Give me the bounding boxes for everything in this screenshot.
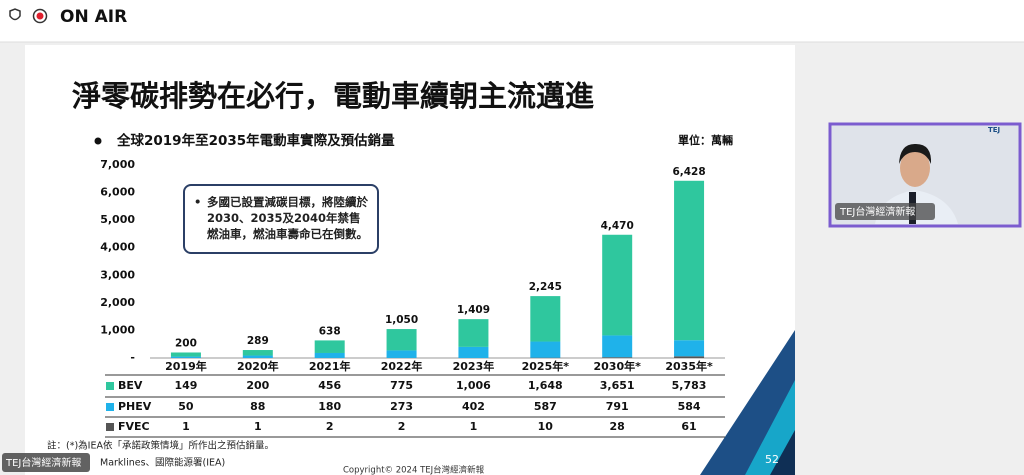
table-cell: 180 — [318, 400, 341, 413]
y-tick-label: 6,000 — [100, 186, 135, 199]
bar-segment — [602, 234, 633, 336]
bar-segment — [602, 335, 633, 358]
slide-decoration — [745, 380, 795, 475]
x-tick-label: 2025年* — [522, 359, 570, 373]
table-cell: 1 — [254, 420, 262, 433]
y-tick-label: 4,000 — [100, 241, 135, 254]
total-label: 4,470 — [601, 220, 634, 232]
bar-segment — [530, 296, 561, 342]
bar-segment — [674, 180, 705, 341]
x-tick-label: 2022年 — [381, 359, 423, 373]
table-cell: 28 — [610, 420, 625, 433]
table-cell: 273 — [390, 400, 413, 413]
table-cell: 456 — [318, 379, 341, 392]
bar-segment — [242, 355, 273, 358]
person-hair — [899, 143, 932, 164]
y-tick-label: 1,000 — [100, 323, 135, 336]
slide-title: 淨零碳排勢在必行，電動車續朝主流邁進 — [72, 79, 594, 113]
table-cell: 584 — [678, 400, 701, 413]
record-dot — [36, 12, 44, 20]
table-cell: 88 — [250, 400, 265, 413]
table-cell: 10 — [538, 420, 554, 433]
note: 註：(*)為IEA依「承諾政策情境」所作出之預估銷量。 — [47, 440, 274, 452]
legend-label: BEV — [118, 379, 143, 392]
annotation: 多國已設置減碳目標，將陸續於2030、2035及2040年禁售燃油車，燃油車壽命… — [183, 184, 379, 254]
bullet — [94, 137, 102, 145]
bar-segment — [386, 329, 417, 351]
total-label: 638 — [319, 325, 341, 337]
chart-subtitle: 全球2019年至2035年電動車實際及預估銷量 — [116, 132, 395, 149]
table-cell: 1 — [182, 420, 190, 433]
legend-label: PHEV — [118, 400, 152, 413]
bar-segment — [170, 352, 201, 357]
total-label: 6,428 — [672, 166, 705, 178]
table-cell: 1 — [470, 420, 478, 433]
x-tick-label: 2035年* — [665, 359, 713, 373]
table-cell: 402 — [462, 400, 485, 413]
slide — [25, 45, 795, 475]
y-tick-label: 7,000 — [100, 158, 135, 171]
record-icon[interactable] — [32, 8, 48, 24]
bar-segment — [674, 356, 705, 358]
total-label: 289 — [247, 335, 269, 347]
y-tick-label: 2,000 — [100, 296, 135, 309]
y-tick-label: 3,000 — [100, 268, 135, 281]
bar-segment — [458, 319, 489, 347]
legend-swatch — [106, 403, 114, 411]
y-tick-label: - — [130, 351, 135, 364]
webcam-logo: TEJ — [988, 126, 1000, 134]
table-cell: 1,648 — [528, 379, 563, 392]
status: ON AIR — [60, 7, 127, 27]
table-cell: 587 — [534, 400, 557, 413]
source: Marklines、國際能源署(IEA) — [100, 457, 225, 469]
table-cell: 1,006 — [456, 379, 491, 392]
webcam-label-box — [835, 203, 935, 220]
table-cell: 200 — [246, 379, 269, 392]
bar-segment — [458, 346, 489, 358]
table-cell: 149 — [174, 379, 197, 392]
table-cell: 5,783 — [672, 379, 707, 392]
table-cell: 50 — [178, 400, 194, 413]
legend-swatch — [106, 423, 114, 431]
table-cell: 2 — [398, 420, 406, 433]
bar-segment — [602, 357, 633, 358]
y-tick-label: 5,000 — [100, 213, 135, 226]
x-tick-label: 2023年 — [453, 359, 495, 373]
total-label: 1,050 — [385, 314, 418, 326]
bar-segment — [314, 340, 345, 353]
x-tick-label: 2019年 — [165, 359, 207, 373]
legend-swatch — [106, 382, 114, 390]
table-cell: 61 — [681, 420, 696, 433]
table-cell: 791 — [606, 400, 629, 413]
slide-decoration — [770, 430, 795, 475]
x-tick-label: 2020年 — [237, 359, 279, 373]
x-tick-label: 2021年 — [309, 359, 351, 373]
overlay-box — [2, 453, 90, 472]
shield-icon[interactable] — [9, 8, 21, 21]
legend-label: FVEC — [118, 420, 150, 433]
page-number: 52 — [765, 453, 779, 466]
total-label: 2,245 — [529, 281, 562, 293]
bar-segment — [530, 341, 561, 358]
overlay-label: TEJ台灣經濟新報 — [5, 456, 81, 469]
table-cell: 3,651 — [600, 379, 635, 392]
copyright: Copyright© 2024 TEJ台灣經濟新報 — [343, 465, 485, 475]
top-bar — [0, 0, 1024, 42]
bar-segment — [170, 356, 201, 358]
bar-segment — [314, 352, 345, 358]
bar-segment — [386, 350, 417, 358]
webcam-label: TEJ台灣經濟新報 — [839, 205, 915, 218]
x-tick-label: 2030年* — [594, 359, 642, 373]
table-cell: 2 — [326, 420, 334, 433]
bar-segment — [242, 350, 273, 356]
table-cell: 775 — [390, 379, 413, 392]
bar-segment — [674, 340, 705, 357]
unit: 單位：萬輛 — [678, 133, 733, 147]
person-face — [900, 149, 930, 187]
total-label: 1,409 — [457, 304, 490, 316]
total-label: 200 — [175, 337, 197, 349]
